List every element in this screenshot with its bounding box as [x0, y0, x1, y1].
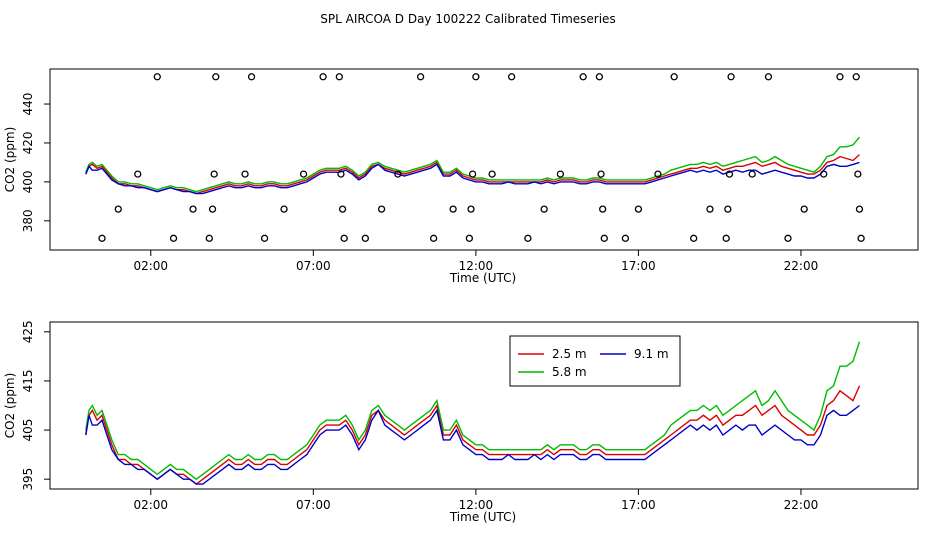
status-marker [748, 170, 756, 178]
status-marker [205, 234, 213, 242]
status-marker [361, 234, 369, 242]
status-marker [210, 170, 218, 178]
x-tick-label: 22:00 [784, 498, 819, 512]
status-marker [340, 234, 348, 242]
status-marker [98, 234, 106, 242]
status-marker [114, 205, 122, 213]
panel-1: 02:00 07:00 12:00 17:00 22:00 Time (UTC) 380 40… [3, 68, 919, 285]
status-marker [724, 205, 732, 213]
series-line-91m [85, 161, 860, 195]
status-marker [335, 73, 343, 81]
status-marker [449, 205, 457, 213]
plot-frame [49, 68, 919, 251]
series-line-91m [85, 404, 860, 485]
y-tick-label: 400 [21, 170, 35, 193]
status-marker [169, 234, 178, 242]
status-marker [394, 170, 402, 178]
status-marker [800, 205, 808, 213]
x-tick-label: 12:00 [459, 498, 494, 512]
status-marker [820, 170, 828, 178]
status-marker [319, 73, 327, 81]
x-tick-label: 17:00 [621, 259, 656, 273]
status-marker [468, 170, 477, 178]
x-tick-label: 12:00 [459, 259, 494, 273]
y-axis-label: CO2 (ppm) [3, 373, 17, 439]
status-marker [836, 73, 844, 81]
y-tick-label: 420 [21, 132, 35, 155]
x-axis-label: Time (UTC) [449, 510, 516, 524]
status-marker [722, 234, 730, 242]
status-marker [854, 170, 862, 178]
status-marker [377, 205, 386, 213]
x-tick-label: 07:00 [296, 259, 331, 273]
status-marker [153, 73, 161, 81]
figure-title: SPL AIRCOA D Day 100222 Calibrated Times… [320, 12, 615, 26]
legend-label: 5.8 m [552, 365, 587, 379]
y-tick-label: 380 [21, 209, 35, 232]
y-axis-label: CO2 (ppm) [3, 127, 17, 193]
status-marker [852, 73, 860, 81]
y-tick-label: 405 [21, 419, 35, 442]
status-marker [764, 73, 773, 81]
status-marker [260, 234, 269, 242]
status-marker [600, 234, 608, 242]
status-marker [241, 170, 249, 178]
status-marker [524, 234, 532, 242]
status-marker [599, 205, 607, 213]
status-marker [634, 205, 643, 213]
status-marker [855, 205, 864, 213]
y-tick-label: 440 [21, 93, 35, 116]
status-marker [556, 170, 565, 178]
series-line-58m [85, 136, 861, 193]
status-marker [337, 170, 345, 178]
plot-frame [49, 321, 919, 490]
status-marker [280, 205, 288, 213]
y-tick-label: 425 [21, 320, 35, 343]
x-tick-label: 17:00 [621, 498, 656, 512]
status-marker [189, 205, 197, 213]
status-marker [540, 205, 548, 213]
status-marker [857, 234, 865, 242]
status-marker [338, 205, 347, 213]
status-marker [488, 170, 496, 178]
x-axis-label: Time (UTC) [449, 271, 516, 285]
status-marker [725, 170, 734, 178]
status-marker [208, 205, 217, 213]
legend-box [509, 335, 681, 387]
legend-label: 9.1 m [634, 347, 669, 361]
status-marker [472, 73, 480, 81]
series-line-25m [85, 154, 860, 195]
x-tick-label: 22:00 [784, 259, 819, 273]
status-marker [507, 73, 516, 81]
status-marker [212, 73, 220, 81]
status-marker [134, 170, 142, 178]
status-marker [467, 205, 475, 213]
series-line-25m [85, 385, 861, 485]
x-tick-label: 02:00 [133, 259, 168, 273]
status-marker [621, 234, 630, 242]
status-marker [465, 234, 474, 242]
status-marker [597, 170, 605, 178]
legend-label: 2.5 m [552, 347, 587, 361]
status-marker [727, 73, 735, 81]
status-marker [654, 170, 662, 178]
x-tick-label: 02:00 [133, 498, 168, 512]
status-marker [706, 205, 714, 213]
panel-2: 02:00 07:00 12:00 17:00 22:00 Time (UTC) 395 40… [3, 320, 919, 524]
series-line-58m [85, 341, 861, 481]
status-marker [579, 73, 587, 81]
status-marker [670, 73, 678, 81]
legend: 2.5 m 5.8 m 9.1 m [509, 335, 681, 387]
y-tick-label: 395 [21, 468, 35, 491]
status-marker [416, 73, 425, 81]
status-marker [690, 234, 698, 242]
x-tick-label: 07:00 [296, 498, 331, 512]
status-marker [247, 73, 256, 81]
status-marker [429, 234, 438, 242]
status-marker [299, 170, 308, 178]
y-tick-label: 415 [21, 369, 35, 392]
status-marker [595, 73, 604, 81]
status-marker [784, 234, 792, 242]
